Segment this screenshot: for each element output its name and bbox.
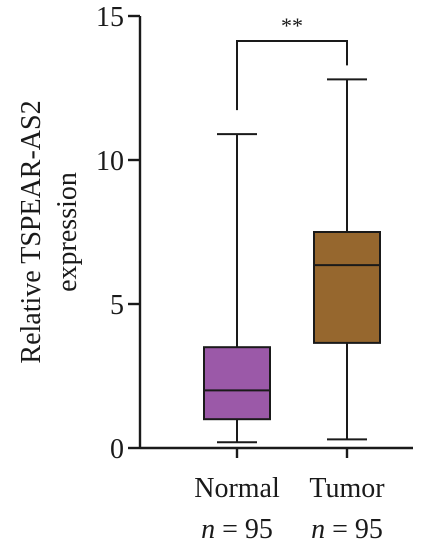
y-tick-label-0: 0 [110,434,124,465]
y-axis-title-line1: Relative TSPEAR-AS2 [16,100,47,363]
tumor-box [313,231,381,344]
n-label-normal: n = 95 [201,514,273,545]
n-label-normal-value: = 95 [215,514,273,545]
normal-box [203,346,271,421]
n-label-tumor-symbol: n [311,514,325,545]
y-axis-ticks: 0 5 10 15 [96,2,140,465]
box-group-normal [203,133,271,444]
y-axis-title-line2: expression [52,172,83,292]
y-tick-label-5: 5 [110,290,124,321]
boxes [203,78,381,444]
x-label-tumor: Tumor [309,473,385,504]
box-group-tumor [313,78,381,441]
y-tick-label-10: 10 [96,146,124,177]
significance-label: ** [281,13,303,38]
significance-bracket: ** [236,13,348,111]
significance-bracket-line [236,40,348,111]
n-label-tumor-value: = 95 [325,514,383,545]
y-axis-title: Relative TSPEAR-AS2 expression [16,100,83,363]
y-tick-label-15: 15 [96,2,124,33]
x-label-normal: Normal [194,473,280,504]
n-label-normal-symbol: n [201,514,215,545]
n-label-tumor: n = 95 [311,514,383,545]
